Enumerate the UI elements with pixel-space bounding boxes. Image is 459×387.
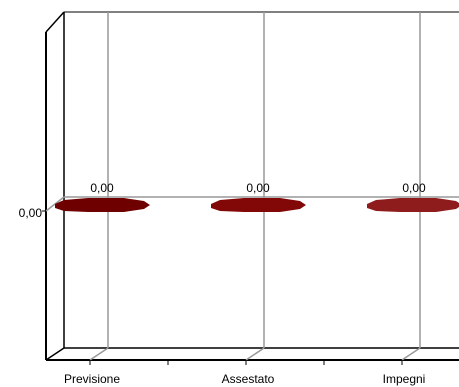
side-wall-top-edge <box>45 11 65 33</box>
gridlines <box>45 12 459 361</box>
bar-impegni <box>367 198 459 212</box>
floor-side-edge <box>45 347 65 361</box>
bar-assestato <box>211 198 306 212</box>
floor-gridline <box>89 347 109 361</box>
y-axis: 0,00 <box>19 206 46 220</box>
data-label: 0,00 <box>246 181 270 195</box>
data-label: 0,00 <box>402 181 426 195</box>
data-labels: 0,00 0,00 0,00 <box>90 181 426 195</box>
floor-gridline <box>401 347 421 361</box>
chart-frame <box>45 11 459 361</box>
bar-previsione <box>55 198 150 212</box>
floor-gridline <box>245 347 265 361</box>
x-tick-label: Previsione <box>64 372 120 386</box>
data-label: 0,00 <box>90 181 114 195</box>
x-axis: Previsione Assestato Impegni <box>64 360 425 386</box>
x-tick-label: Impegni <box>383 372 426 386</box>
y-tick-label: 0,00 <box>19 206 43 220</box>
x-tick-label: Assestato <box>222 372 275 386</box>
bars <box>55 198 459 212</box>
